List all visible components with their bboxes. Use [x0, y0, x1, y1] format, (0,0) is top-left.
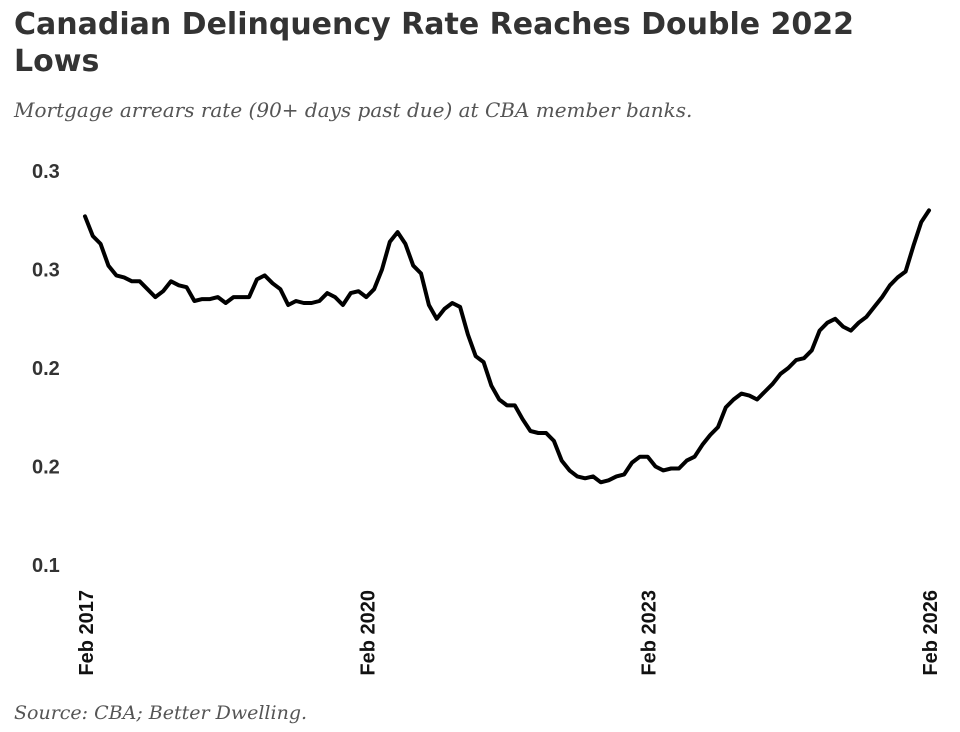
y-tick-label: 0.3 — [32, 161, 60, 183]
chart-title: Canadian Delinquency Rate Reaches Double… — [14, 7, 855, 79]
x-axis: Feb 2017 Feb 2020 Feb 2023 Feb 2026 — [76, 590, 942, 676]
series-line — [83, 208, 931, 485]
y-tick-label: 0.2 — [32, 457, 60, 479]
x-tick-label: Feb 2023 — [639, 590, 661, 676]
x-tick-label: Feb 2017 — [76, 590, 98, 676]
y-tick-label: 0.2 — [32, 358, 60, 380]
y-axis: 0.3 0.3 0.2 0.2 0.1 — [32, 161, 60, 577]
source-note: Source: CBA; Better Dwelling. — [14, 702, 308, 724]
x-tick-label: Feb 2020 — [357, 590, 379, 676]
chart-subtitle: Mortgage arrears rate (90+ days past due… — [14, 98, 693, 122]
x-tick-label: Feb 2026 — [920, 590, 942, 676]
y-tick-label: 0.1 — [32, 555, 60, 577]
y-tick-label: 0.3 — [32, 260, 60, 282]
